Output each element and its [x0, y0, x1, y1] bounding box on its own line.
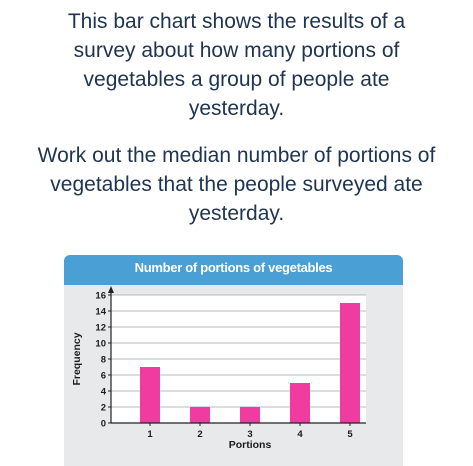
x-tick-label: 1 — [147, 429, 153, 440]
y-axis-arrow — [108, 286, 114, 293]
bar — [340, 303, 360, 423]
x-tick-label: 2 — [197, 429, 202, 440]
y-tick-label: 14 — [95, 307, 106, 318]
bar — [140, 367, 160, 423]
y-axis-label: Frequency — [71, 332, 83, 385]
chart-header: Number of portions of vegetables — [64, 255, 403, 285]
x-tick-label: 4 — [297, 429, 303, 440]
x-tick-label: 5 — [347, 429, 353, 440]
bar — [290, 383, 310, 423]
y-tick-label: 16 — [95, 291, 106, 302]
y-tick-label: 4 — [101, 387, 107, 398]
bar — [240, 407, 260, 423]
y-tick-label: 6 — [101, 371, 106, 382]
y-tick-label: 8 — [101, 355, 106, 366]
y-tick-label: 0 — [101, 419, 106, 430]
chart-body: 0 2 4 6 8 10 12 14 16 1 2 3 4 5 Portions Frequency — [64, 285, 403, 466]
question-intro: This bar chart shows the results of a su… — [67, 10, 406, 120]
y-tick-label: 2 — [101, 403, 106, 414]
x-tick-label: 3 — [247, 429, 252, 440]
bar — [190, 407, 210, 423]
x-axis-label: Portions — [229, 439, 272, 451]
y-tick-label: 10 — [95, 339, 106, 350]
question-task: Work out the median number of portions o… — [37, 144, 436, 225]
bar-chart: Number of portions of vegetables 0 2 4 6 8 10… — [64, 255, 403, 466]
y-tick-label: 12 — [95, 323, 106, 334]
chart-title: Number of portions of vegetables — [134, 260, 333, 275]
